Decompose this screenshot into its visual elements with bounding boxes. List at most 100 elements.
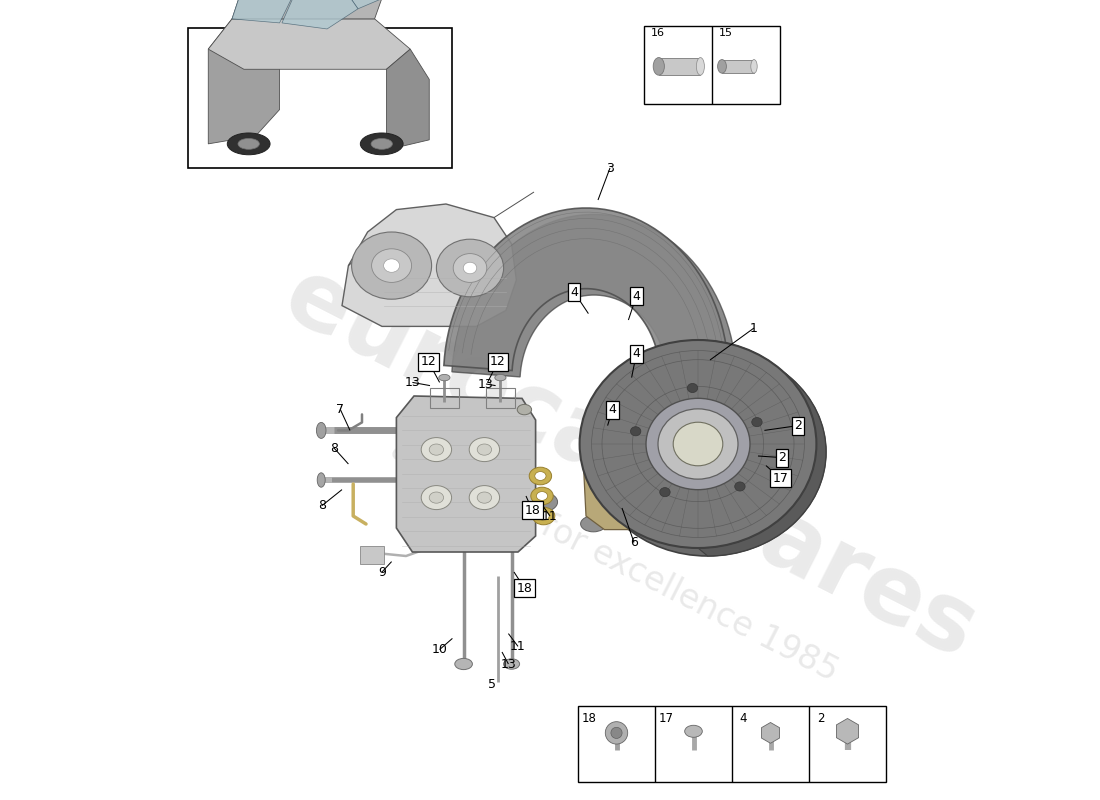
Text: 17: 17 xyxy=(772,472,789,485)
Text: 17: 17 xyxy=(659,712,674,725)
Text: 6: 6 xyxy=(630,536,638,549)
Text: 18: 18 xyxy=(582,712,597,725)
Ellipse shape xyxy=(504,659,519,669)
Text: 9: 9 xyxy=(378,566,386,578)
Ellipse shape xyxy=(751,59,757,73)
Text: 3: 3 xyxy=(606,162,614,174)
Ellipse shape xyxy=(352,232,431,299)
Ellipse shape xyxy=(751,418,762,426)
Text: 2: 2 xyxy=(778,451,785,464)
Text: 16: 16 xyxy=(651,28,664,38)
Ellipse shape xyxy=(228,133,271,154)
Ellipse shape xyxy=(429,444,443,455)
Ellipse shape xyxy=(717,59,726,73)
Bar xyxy=(659,58,701,75)
Polygon shape xyxy=(836,718,859,744)
Text: 1: 1 xyxy=(750,322,758,334)
Ellipse shape xyxy=(437,239,504,297)
Text: 8: 8 xyxy=(330,442,338,454)
Ellipse shape xyxy=(684,726,702,738)
Polygon shape xyxy=(334,0,382,9)
Text: 8: 8 xyxy=(318,499,326,512)
Text: 18: 18 xyxy=(525,504,540,517)
Text: 5: 5 xyxy=(488,678,496,690)
Ellipse shape xyxy=(696,58,704,75)
Ellipse shape xyxy=(421,486,452,510)
Text: 4: 4 xyxy=(570,286,578,298)
Ellipse shape xyxy=(660,487,670,497)
Ellipse shape xyxy=(537,491,548,501)
Polygon shape xyxy=(232,0,382,19)
Polygon shape xyxy=(698,340,826,556)
Bar xyxy=(722,59,754,73)
Ellipse shape xyxy=(658,409,738,479)
Ellipse shape xyxy=(477,492,492,503)
Ellipse shape xyxy=(517,405,531,414)
Text: 13: 13 xyxy=(405,376,420,389)
Text: 12: 12 xyxy=(491,355,506,368)
Text: 4: 4 xyxy=(740,712,747,725)
Text: 4: 4 xyxy=(608,403,616,416)
Ellipse shape xyxy=(526,492,558,512)
Ellipse shape xyxy=(238,138,260,150)
Text: 2: 2 xyxy=(817,712,824,725)
Text: 2: 2 xyxy=(794,419,802,432)
Bar xyxy=(430,388,459,408)
Text: 13: 13 xyxy=(478,378,494,390)
Ellipse shape xyxy=(535,472,546,480)
Ellipse shape xyxy=(688,383,697,393)
Text: 15: 15 xyxy=(718,28,733,38)
Polygon shape xyxy=(208,19,410,70)
Ellipse shape xyxy=(590,348,826,556)
Polygon shape xyxy=(396,396,536,552)
Polygon shape xyxy=(282,0,358,29)
Text: a passion for excellence 1985: a passion for excellence 1985 xyxy=(385,432,844,688)
Ellipse shape xyxy=(630,426,641,436)
Ellipse shape xyxy=(580,340,816,548)
Ellipse shape xyxy=(371,138,393,150)
Ellipse shape xyxy=(653,58,664,75)
Ellipse shape xyxy=(532,507,554,525)
Text: 12: 12 xyxy=(420,355,437,368)
Ellipse shape xyxy=(317,422,326,438)
Ellipse shape xyxy=(587,450,612,482)
Text: 7: 7 xyxy=(337,403,344,416)
Ellipse shape xyxy=(317,473,326,487)
Ellipse shape xyxy=(470,486,499,510)
Ellipse shape xyxy=(429,492,443,503)
Ellipse shape xyxy=(384,259,399,272)
Ellipse shape xyxy=(735,482,745,491)
Ellipse shape xyxy=(421,438,452,462)
Ellipse shape xyxy=(646,398,750,490)
Text: 18: 18 xyxy=(517,582,532,594)
Ellipse shape xyxy=(470,438,499,462)
Polygon shape xyxy=(386,49,429,150)
Text: 13: 13 xyxy=(500,658,516,670)
Ellipse shape xyxy=(454,658,472,670)
Ellipse shape xyxy=(495,374,506,381)
Polygon shape xyxy=(232,0,304,23)
Bar xyxy=(188,28,452,168)
Ellipse shape xyxy=(477,444,492,455)
Ellipse shape xyxy=(581,516,606,532)
Bar xyxy=(486,388,515,408)
Text: 4: 4 xyxy=(632,290,640,302)
Ellipse shape xyxy=(361,133,403,154)
Text: 10: 10 xyxy=(431,643,448,656)
Ellipse shape xyxy=(531,487,553,505)
Bar xyxy=(578,706,886,782)
Polygon shape xyxy=(761,722,780,743)
Polygon shape xyxy=(582,410,676,530)
Ellipse shape xyxy=(439,374,450,381)
Polygon shape xyxy=(444,208,728,526)
Text: eurocarspares: eurocarspares xyxy=(268,250,991,678)
Ellipse shape xyxy=(538,512,549,520)
Polygon shape xyxy=(342,204,516,326)
Ellipse shape xyxy=(673,422,723,466)
Bar xyxy=(360,546,384,564)
Polygon shape xyxy=(452,214,736,532)
Ellipse shape xyxy=(372,249,411,282)
Ellipse shape xyxy=(638,450,662,482)
Polygon shape xyxy=(208,2,279,144)
Text: 11: 11 xyxy=(542,510,558,522)
